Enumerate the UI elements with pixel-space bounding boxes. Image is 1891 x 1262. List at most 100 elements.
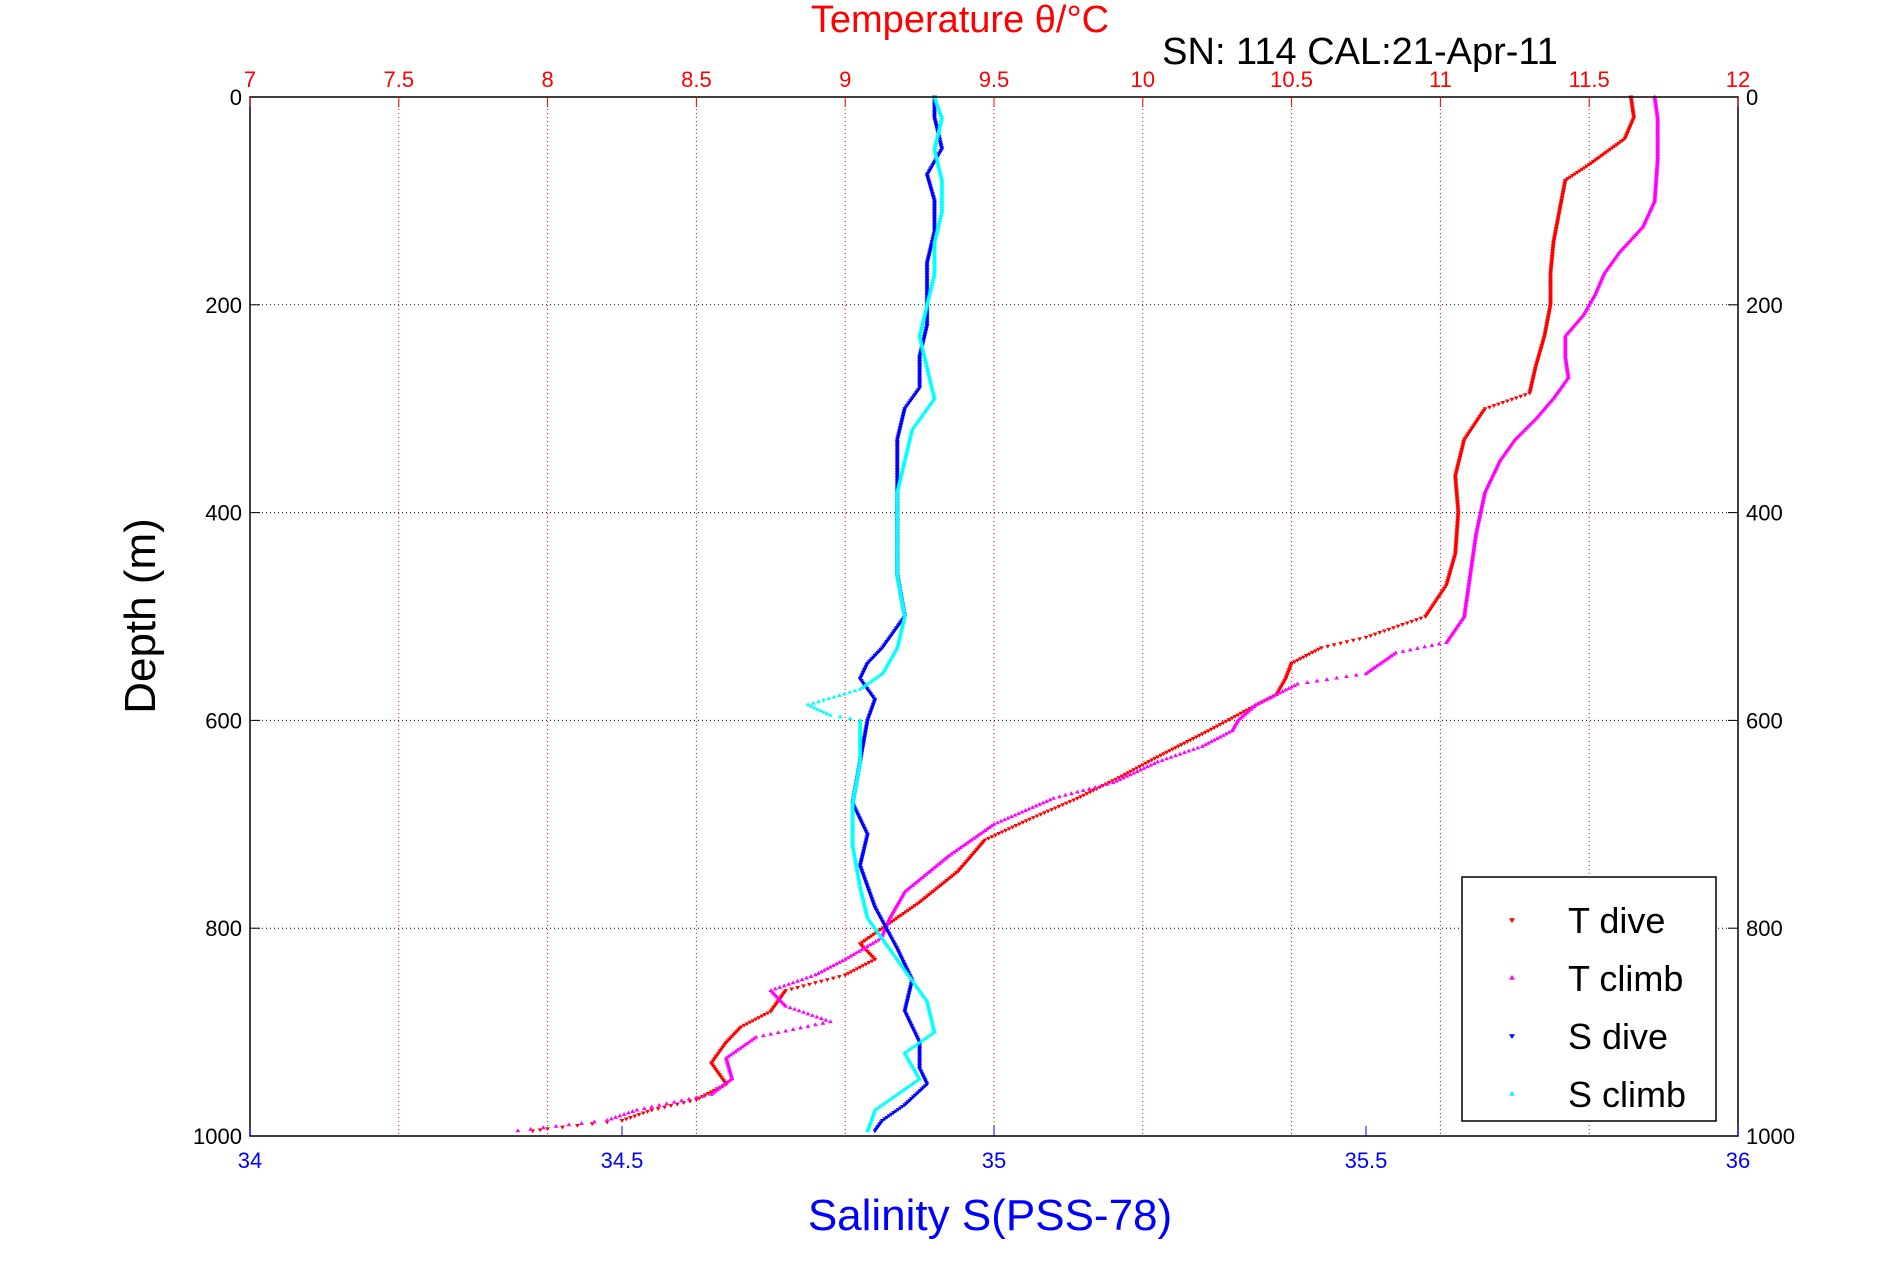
- data-point-t-climb: [1314, 678, 1320, 683]
- data-point-t-dive: [645, 1110, 650, 1114]
- data-point-t-climb: [786, 981, 792, 986]
- data-point-t-dive: [1010, 825, 1015, 830]
- data-point-s-climb: [865, 1128, 870, 1133]
- data-point-t-climb: [1068, 791, 1074, 796]
- data-point-s-climb: [818, 708, 824, 713]
- data-point-s-climb: [920, 321, 925, 325]
- data-point-s-climb: [926, 293, 932, 297]
- data-point-t-climb: [1376, 662, 1382, 667]
- data-point-t-dive: [854, 967, 860, 972]
- data-point-t-dive: [871, 932, 877, 937]
- data-point-t-dive: [1056, 804, 1062, 809]
- data-point-t-dive: [1325, 644, 1331, 649]
- data-point-s-climb: [816, 699, 821, 704]
- data-point-s-climb: [935, 227, 940, 232]
- data-point-t-climb: [795, 978, 800, 983]
- data-point-t-climb: [813, 1022, 818, 1027]
- data-point-s-climb: [855, 771, 861, 776]
- data-point-t-climb: [1155, 759, 1161, 764]
- data-point-s-climb: [810, 700, 816, 705]
- data-point-t-dive: [1413, 618, 1419, 623]
- data-point-s-climb: [936, 166, 942, 171]
- data-point-s-climb: [913, 1042, 919, 1047]
- data-point-t-climb: [1474, 529, 1479, 534]
- data-point-t-climb: [833, 961, 839, 966]
- top-tick-label: 10.5: [1270, 67, 1313, 92]
- data-point-t-climb: [1208, 739, 1214, 744]
- data-point-t-dive: [1572, 172, 1578, 177]
- data-point-s-climb: [895, 487, 901, 492]
- data-point-t-climb: [982, 828, 988, 832]
- data-point-t-dive: [1491, 404, 1497, 408]
- data-point-s-climb: [938, 173, 944, 177]
- data-point-t-climb: [1479, 503, 1485, 508]
- data-point-t-dive: [1584, 164, 1590, 169]
- data-point-t-dive: [1400, 623, 1406, 627]
- data-point-s-climb: [933, 154, 939, 159]
- data-point-s-climb: [853, 781, 859, 785]
- data-point-s-climb: [925, 297, 931, 302]
- data-point-t-dive: [1513, 396, 1519, 401]
- data-point-t-dive: [1113, 777, 1119, 782]
- data-point-t-dive: [1238, 711, 1244, 716]
- top-tick-label: 11: [1429, 67, 1452, 92]
- data-point-s-climb: [922, 311, 928, 316]
- bottom-tick-label: 36: [1726, 1148, 1750, 1173]
- data-point-s-climb: [837, 714, 843, 719]
- data-point-t-dive: [537, 1128, 543, 1133]
- data-point-t-dive: [747, 1020, 753, 1025]
- data-point-t-climb: [1141, 765, 1147, 770]
- data-point-s-climb: [900, 464, 906, 469]
- data-point-s-climb: [871, 677, 876, 682]
- data-point-t-climb: [1474, 526, 1480, 531]
- data-point-t-dive: [1143, 761, 1149, 766]
- data-point-s-climb: [901, 609, 907, 614]
- data-point-s-climb: [933, 152, 939, 157]
- data-point-t-climb: [998, 818, 1004, 823]
- data-point-t-climb: [1481, 495, 1487, 500]
- data-point-s-climb: [856, 879, 862, 884]
- data-point-t-climb: [1259, 699, 1265, 704]
- data-point-s-climb: [881, 1101, 887, 1106]
- data-point-t-climb: [1654, 107, 1659, 112]
- data-point-s-climb: [852, 785, 858, 790]
- data-point-t-dive: [1350, 638, 1356, 643]
- data-point-t-climb: [730, 1050, 736, 1055]
- data-point-t-climb: [801, 1009, 806, 1014]
- data-point-t-climb: [1005, 815, 1011, 820]
- data-point-t-dive: [905, 908, 911, 913]
- data-point-s-climb: [895, 643, 901, 648]
- data-point-s-climb: [895, 578, 901, 583]
- data-point-t-climb: [1478, 509, 1484, 514]
- data-point-t-dive: [1116, 776, 1122, 780]
- data-point-s-climb: [937, 124, 943, 129]
- data-point-s-climb: [923, 305, 929, 310]
- data-point-t-climb: [836, 960, 842, 964]
- data-point-t-climb: [742, 1042, 747, 1047]
- data-point-t-climb: [1262, 697, 1268, 702]
- data-point-s-climb: [906, 441, 912, 445]
- data-point-t-climb: [656, 1102, 662, 1107]
- data-point-t-dive: [1149, 758, 1155, 763]
- data-point-s-climb: [864, 682, 870, 686]
- data-point-s-climb: [906, 442, 911, 447]
- data-point-t-dive: [1137, 764, 1143, 769]
- data-point-t-dive: [1586, 163, 1592, 167]
- data-point-t-dive: [1173, 746, 1178, 750]
- data-point-t-climb: [953, 848, 959, 853]
- data-point-s-climb: [861, 899, 867, 904]
- data-point-s-climb: [919, 325, 924, 330]
- data-point-t-dive: [901, 911, 906, 916]
- data-point-s-climb: [904, 450, 909, 455]
- data-point-t-climb: [732, 1049, 738, 1054]
- data-point-t-climb: [839, 958, 845, 963]
- data-point-s-climb: [894, 572, 900, 577]
- top-tick-label: 8: [541, 67, 553, 92]
- data-point-s-climb: [930, 391, 936, 396]
- data-point-t-dive: [1067, 800, 1073, 804]
- data-point-t-dive: [1196, 733, 1202, 738]
- data-point-t-dive: [1577, 169, 1583, 174]
- data-point-s-climb: [902, 456, 908, 461]
- data-point-t-dive: [1052, 806, 1058, 811]
